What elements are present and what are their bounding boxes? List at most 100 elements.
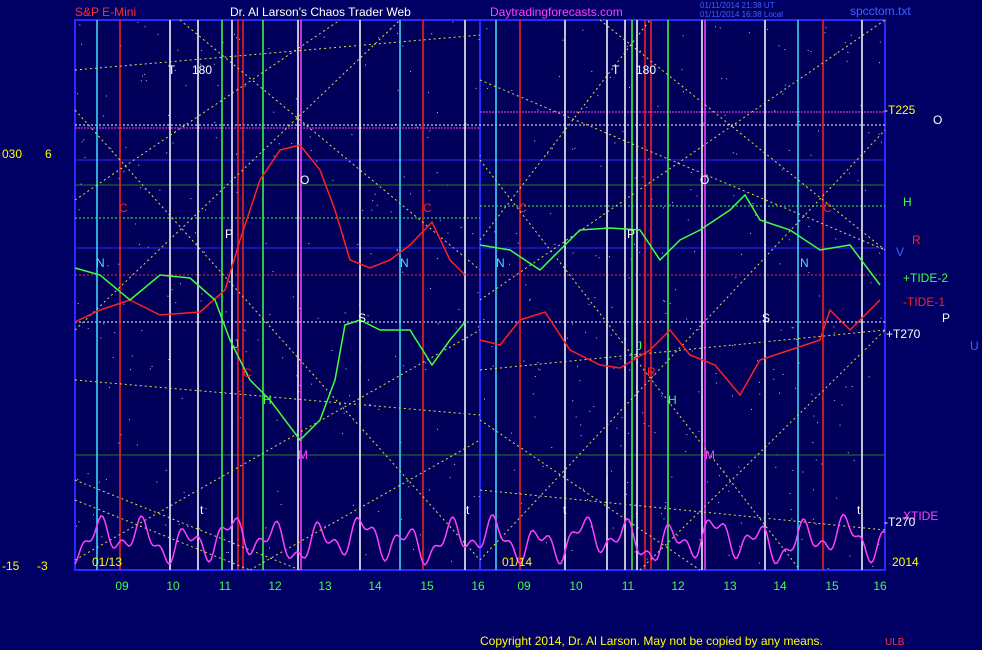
star xyxy=(849,555,851,557)
star xyxy=(634,243,636,245)
star xyxy=(703,122,705,124)
star xyxy=(156,481,158,483)
star xyxy=(766,28,768,30)
star xyxy=(200,300,202,302)
star xyxy=(460,226,462,228)
star xyxy=(851,386,853,388)
star xyxy=(634,177,636,179)
star xyxy=(397,89,399,91)
star xyxy=(626,45,628,47)
star xyxy=(483,398,485,400)
star xyxy=(436,428,438,430)
star xyxy=(669,303,671,305)
star xyxy=(665,502,667,504)
star xyxy=(629,369,631,371)
star xyxy=(628,432,630,434)
star xyxy=(517,242,519,244)
star xyxy=(265,242,267,244)
star xyxy=(782,93,784,95)
star xyxy=(458,308,460,310)
star xyxy=(408,486,410,488)
trend-line xyxy=(479,19,651,241)
trend-line xyxy=(479,159,801,571)
x-label: 09 xyxy=(115,579,129,593)
star xyxy=(226,551,228,553)
star xyxy=(880,317,882,319)
star xyxy=(853,459,855,461)
star xyxy=(239,390,241,392)
star xyxy=(402,45,404,47)
star xyxy=(791,327,793,329)
star xyxy=(732,152,734,154)
star xyxy=(175,302,177,304)
star xyxy=(478,495,480,497)
star xyxy=(731,395,733,397)
star xyxy=(427,136,429,138)
star xyxy=(628,87,630,89)
star xyxy=(665,505,667,507)
time-ut: 01/11/2014 21:38 UT xyxy=(700,1,775,10)
star xyxy=(165,524,167,526)
star xyxy=(120,45,122,47)
star xyxy=(510,432,512,434)
annotation: R xyxy=(647,365,656,379)
star xyxy=(130,217,132,219)
star xyxy=(437,323,439,325)
star xyxy=(101,536,103,538)
star xyxy=(718,475,720,477)
annotation: P xyxy=(225,227,233,241)
star xyxy=(323,36,325,38)
star xyxy=(179,283,181,285)
star xyxy=(808,271,810,273)
annotation: N xyxy=(96,256,105,270)
star xyxy=(590,526,592,528)
star xyxy=(718,501,720,503)
star xyxy=(332,179,334,181)
star xyxy=(740,253,742,255)
star xyxy=(534,416,536,418)
star xyxy=(739,545,741,547)
star xyxy=(681,69,683,71)
star xyxy=(784,49,786,51)
star xyxy=(511,90,513,92)
trend-line xyxy=(479,419,701,571)
star xyxy=(657,105,659,107)
star xyxy=(582,488,584,490)
star xyxy=(690,328,692,330)
star xyxy=(390,211,392,213)
star xyxy=(357,244,359,246)
trend-line xyxy=(599,19,886,251)
star xyxy=(199,528,201,530)
star xyxy=(395,355,397,357)
star xyxy=(661,395,663,397)
star xyxy=(145,80,147,82)
star xyxy=(685,451,687,453)
time-local: 01/11/2014 16:38 Local xyxy=(700,10,783,19)
star xyxy=(775,466,777,468)
star xyxy=(611,470,613,472)
star xyxy=(268,547,270,549)
star xyxy=(815,459,817,461)
star xyxy=(177,49,179,51)
right-label: -T270 xyxy=(884,515,916,529)
annotation: 180 xyxy=(192,63,212,77)
star xyxy=(870,282,872,284)
star xyxy=(534,376,536,378)
star xyxy=(597,95,599,97)
star xyxy=(585,331,587,333)
star xyxy=(187,526,189,528)
star xyxy=(808,226,810,228)
star xyxy=(663,207,665,209)
star xyxy=(788,149,790,151)
star xyxy=(610,334,612,336)
star xyxy=(626,493,628,495)
annotation: C xyxy=(518,201,527,215)
star xyxy=(661,252,663,254)
star xyxy=(299,307,301,309)
star xyxy=(694,250,696,252)
star xyxy=(200,63,202,65)
x-label: 12 xyxy=(671,579,685,593)
star xyxy=(575,416,577,418)
star xyxy=(844,42,846,44)
